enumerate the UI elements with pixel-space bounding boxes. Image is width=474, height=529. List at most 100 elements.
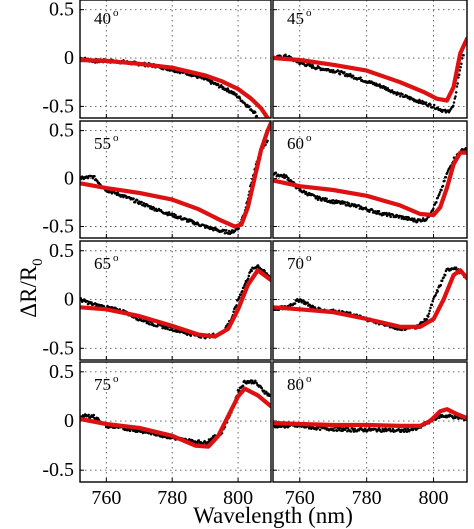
measured-point [425, 318, 429, 321]
panel-frame [79, 0, 272, 119]
fit-line [273, 407, 467, 428]
fit-line [273, 268, 467, 329]
measured-point [368, 427, 371, 430]
measured-point [135, 198, 139, 202]
angle-label: 60 [287, 134, 304, 153]
measured-point [87, 413, 90, 417]
panel-70: 70 o [272, 240, 468, 361]
measured-point [267, 392, 270, 395]
measured-point [435, 201, 438, 204]
measured-point [306, 301, 309, 304]
measured-point [452, 101, 456, 104]
measured-point [93, 175, 96, 178]
y-axis-title-main: ΔR/R [16, 265, 41, 318]
measured-point [432, 207, 435, 210]
panel-plot-area [80, 379, 271, 449]
measured-point [256, 264, 260, 267]
panel-plot-area [273, 36, 467, 114]
measured-point [400, 217, 404, 220]
measured-point [405, 430, 409, 433]
x-tick-label: 780 [157, 487, 187, 509]
angle-label: 65 [94, 254, 111, 273]
measured-point [222, 86, 225, 89]
measured-point [243, 282, 247, 285]
measured-point [91, 176, 95, 180]
measured-point [170, 212, 174, 215]
y-tick-label: 0.5 [49, 240, 74, 262]
y-tick-label: -0.5 [42, 337, 74, 359]
degree-symbol: o [113, 7, 119, 19]
measured-point [247, 274, 251, 278]
degree-symbol: o [306, 132, 312, 144]
degree-symbol: o [306, 7, 312, 19]
y-tick-label: 0.5 [49, 120, 74, 142]
measured-point [143, 204, 147, 208]
measured-point [458, 69, 462, 72]
measured-point [266, 139, 269, 143]
panel-55: 55 o 0.5 0 -0.5 [42, 120, 272, 239]
angle-label: 45 [287, 9, 304, 28]
measured-point [399, 95, 402, 98]
measured-point [429, 306, 432, 310]
measured-point [424, 101, 428, 104]
measured-point [92, 413, 96, 417]
fit-line [80, 268, 271, 339]
measured-point [337, 428, 341, 432]
measured-point [318, 196, 322, 200]
measured-point [438, 416, 441, 420]
measured-point [440, 279, 444, 283]
measured-point [351, 74, 355, 78]
measured-point [353, 427, 356, 431]
measured-point [346, 427, 350, 430]
fit-line [80, 57, 270, 118]
measured-point [427, 104, 430, 108]
measured-point [442, 276, 445, 279]
degree-symbol: o [113, 132, 119, 144]
measured-point [343, 201, 347, 204]
measured-point [226, 87, 230, 90]
measured-point [237, 227, 240, 230]
measured-point [311, 64, 314, 67]
measured-point [255, 114, 259, 118]
measured-point [179, 215, 182, 218]
panel-frame [272, 240, 468, 361]
measured-point [90, 301, 93, 304]
measured-point [446, 171, 449, 174]
panel-40: 40 o 0.5 0 -0.5 [42, 0, 272, 119]
measured-point [453, 97, 457, 100]
fit-line [80, 121, 271, 229]
measured-point [212, 228, 215, 232]
measured-point [401, 215, 405, 218]
y-tick-label: 0.5 [49, 361, 74, 383]
measured-point [337, 69, 340, 73]
measured-point [389, 215, 392, 219]
measured-point [192, 220, 195, 223]
measured-point [427, 312, 431, 315]
fit-line [273, 36, 467, 103]
fit-line [80, 386, 271, 449]
measured-point [318, 428, 322, 431]
measured-point [86, 176, 90, 180]
measured-point [238, 295, 241, 299]
measured-point [436, 196, 440, 200]
measured-point [460, 62, 463, 65]
measured-point [332, 429, 336, 432]
measured-point [149, 205, 153, 208]
measured-point [217, 83, 220, 87]
fit-line [273, 150, 467, 218]
measured-point [428, 309, 431, 313]
y-tick-label: -0.5 [42, 459, 74, 481]
measured-point [343, 71, 346, 74]
panel-plot-area [273, 407, 467, 434]
measured-point [456, 82, 459, 85]
y-tick-label: -0.5 [42, 215, 74, 237]
measured-point [415, 220, 419, 224]
y-axis-title-subscript: 0 [30, 258, 46, 266]
degree-symbol: o [306, 252, 312, 264]
measured-point [378, 83, 381, 86]
measured-point [444, 175, 448, 179]
measured-point [241, 384, 245, 387]
measured-point [358, 207, 362, 210]
panel-frame [272, 0, 468, 119]
